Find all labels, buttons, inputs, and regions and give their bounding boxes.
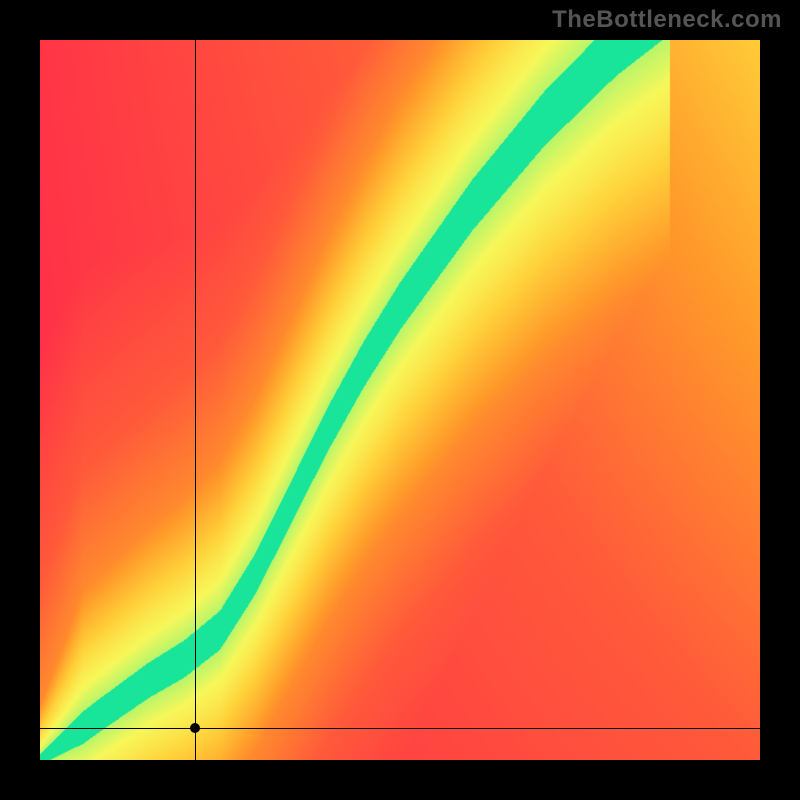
data-point-marker [190,723,200,733]
plot-area [40,40,760,760]
crosshair-horizontal [40,728,760,729]
watermark-text: TheBottleneck.com [552,6,782,34]
heatmap-canvas [40,40,760,760]
chart-container: TheBottleneck.com [0,0,800,800]
crosshair-vertical [195,40,196,760]
